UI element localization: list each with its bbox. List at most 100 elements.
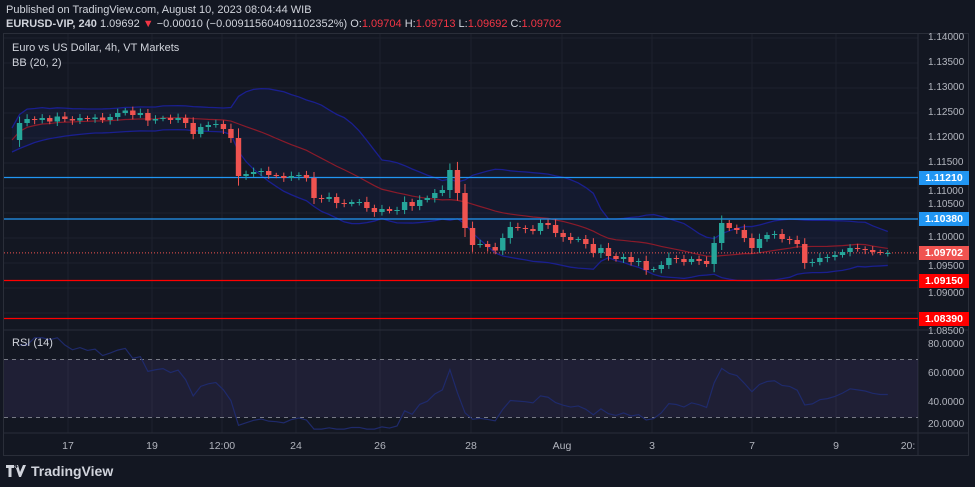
candle-body xyxy=(454,170,461,193)
candle xyxy=(613,253,619,262)
candle-body xyxy=(281,176,287,178)
bb-legend: BB (20, 2) xyxy=(12,57,62,69)
candle xyxy=(484,240,491,252)
candle-body xyxy=(235,138,242,176)
candle xyxy=(802,238,808,269)
candle-body xyxy=(613,256,619,259)
candle-body xyxy=(152,119,159,121)
candle xyxy=(643,255,649,275)
candle xyxy=(145,109,151,126)
candle xyxy=(107,113,113,125)
candle-body xyxy=(832,255,838,257)
candle xyxy=(258,168,264,177)
candle xyxy=(24,114,30,127)
candle xyxy=(160,115,166,122)
candle xyxy=(167,114,174,124)
candle-body xyxy=(500,238,506,251)
candle-body xyxy=(115,113,121,117)
price-tick: 1.11000 xyxy=(928,186,964,197)
candle xyxy=(469,221,476,252)
candle-body xyxy=(243,174,249,176)
candle-body xyxy=(107,117,113,120)
candle xyxy=(545,219,551,229)
rsi-tick: 80.0000 xyxy=(928,339,965,350)
candle xyxy=(54,112,60,126)
candle-body xyxy=(862,249,868,250)
candle-body xyxy=(69,119,76,121)
candle-body xyxy=(364,202,370,208)
candle xyxy=(658,261,664,274)
price-tick: 1.11500 xyxy=(928,157,964,168)
candle-body xyxy=(439,190,446,193)
time-tick: 26 xyxy=(374,440,386,452)
candle xyxy=(771,230,778,239)
price-tick: 1.13500 xyxy=(928,57,965,68)
candle xyxy=(628,252,634,266)
candle xyxy=(296,172,302,181)
candle xyxy=(454,161,461,201)
candle xyxy=(734,224,740,234)
candle-body xyxy=(568,237,574,240)
candle xyxy=(288,171,295,181)
brand-name: TradingView xyxy=(31,463,114,479)
candle xyxy=(39,114,45,124)
candle-body xyxy=(62,116,68,119)
candle-body xyxy=(537,223,544,231)
candle xyxy=(749,233,755,254)
candle xyxy=(333,193,340,209)
candle-body xyxy=(703,261,710,264)
candle-body xyxy=(54,116,60,122)
candle-body xyxy=(530,229,536,231)
candle xyxy=(137,108,144,118)
candle xyxy=(69,116,76,125)
candle xyxy=(673,255,680,264)
time-tick: 19 xyxy=(146,440,158,452)
candle xyxy=(809,258,815,267)
candle xyxy=(666,252,672,269)
published-line: Published on TradingView.com, August 10,… xyxy=(6,4,312,16)
candle-body xyxy=(130,110,136,115)
candle-body xyxy=(847,248,853,252)
candle-body xyxy=(839,252,846,255)
candle xyxy=(432,189,438,203)
candle-body xyxy=(401,202,408,210)
candle xyxy=(356,199,362,206)
rsi-band-fill xyxy=(4,359,918,418)
candle-body xyxy=(469,228,476,245)
candle xyxy=(77,114,83,124)
price-tick: 1.08500 xyxy=(928,326,965,337)
close-value: 1.09702 xyxy=(521,18,562,30)
close-label: C: xyxy=(510,18,522,30)
candle-body xyxy=(711,243,717,264)
candle-body xyxy=(175,118,181,120)
candle xyxy=(598,244,604,258)
candle-body xyxy=(726,223,732,228)
candle xyxy=(870,246,876,256)
candle xyxy=(439,185,446,197)
candle-body xyxy=(620,257,627,259)
candle xyxy=(190,117,196,140)
price-tick: 1.12000 xyxy=(928,132,965,143)
candle xyxy=(213,119,219,128)
candle xyxy=(530,225,536,235)
candle-body xyxy=(250,172,257,174)
candle xyxy=(500,233,506,255)
candle-body xyxy=(409,202,415,206)
candle-body xyxy=(424,198,430,200)
candle-body xyxy=(477,244,483,245)
candle xyxy=(492,242,498,255)
candle-body xyxy=(628,257,634,262)
candle-body xyxy=(885,253,891,254)
candle-body xyxy=(635,261,642,262)
candle xyxy=(47,115,53,125)
candle-body xyxy=(160,118,166,119)
candle-body xyxy=(462,193,468,228)
candle xyxy=(635,258,642,267)
candle xyxy=(92,114,98,123)
bb-basis xyxy=(11,117,888,258)
candle xyxy=(235,128,242,186)
candle-body xyxy=(583,239,589,244)
price-tick: 1.14000 xyxy=(928,32,965,43)
candle-body xyxy=(145,113,151,121)
